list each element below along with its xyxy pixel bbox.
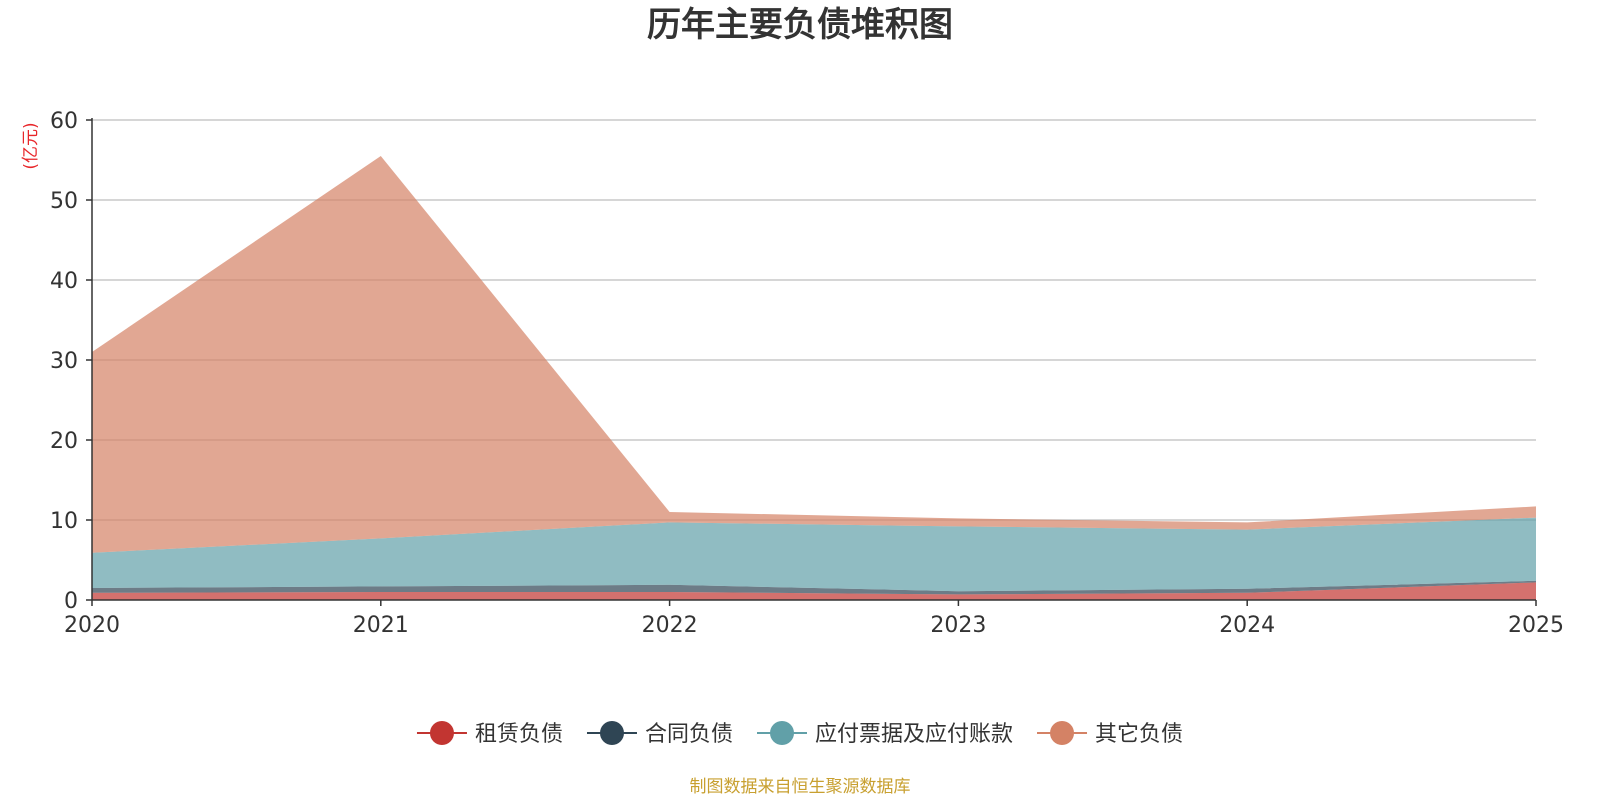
x-tick-labels: 2020 2021 2022 2023 2024 2025	[64, 613, 1564, 638]
y-axis-unit: (亿元)	[21, 122, 41, 169]
y-tick-label-60: 60	[50, 109, 78, 134]
legend-label-3: 其它负债	[1095, 722, 1183, 747]
y-tick-label-0: 0	[64, 589, 78, 614]
legend-label-1: 合同负债	[645, 722, 733, 747]
y-tick-label-40: 40	[50, 269, 78, 294]
y-tick-label-50: 50	[50, 189, 78, 214]
legend-item-3[interactable]: 其它负债	[1037, 721, 1183, 747]
legend-item-0[interactable]: 租赁负债	[416, 721, 563, 747]
legend-marker-0	[429, 721, 454, 745]
y-tick-labels: 0 10 20 30 40 50 60	[50, 109, 78, 614]
y-tick-label-10: 10	[50, 509, 78, 534]
area-series-1	[92, 580, 1536, 595]
source-note: 制图数据来自恒生聚源数据库	[690, 777, 911, 797]
legend[interactable]: 租赁负债 合同负债 应付票据及应付账款 其它负债	[416, 721, 1183, 747]
x-tick-label-2020: 2020	[64, 613, 120, 638]
x-tick-label-2025: 2025	[1508, 613, 1564, 638]
legend-marker-3	[1050, 721, 1075, 745]
legend-label-2: 应付票据及应付账款	[815, 722, 1013, 747]
area-series-3	[92, 156, 1536, 553]
x-tick-label-2022: 2022	[642, 613, 698, 638]
legend-label-0: 租赁负债	[475, 722, 563, 747]
legend-marker-2	[770, 721, 794, 745]
x-tick-label-2021: 2021	[353, 613, 409, 638]
axes	[86, 118, 1537, 606]
series-areas	[92, 156, 1536, 600]
area-series-0	[92, 582, 1536, 600]
area-series-2	[92, 517, 1536, 592]
x-tick-label-2023: 2023	[930, 613, 986, 638]
legend-item-2[interactable]: 应付票据及应付账款	[757, 721, 1013, 747]
chart-title: 历年主要负债堆积图	[647, 5, 953, 45]
x-tick-label-2024: 2024	[1219, 613, 1275, 638]
legend-marker-1	[599, 721, 624, 745]
legend-item-1[interactable]: 合同负债	[586, 721, 733, 747]
y-tick-label-30: 30	[50, 349, 78, 374]
y-tick-label-20: 20	[50, 429, 78, 454]
